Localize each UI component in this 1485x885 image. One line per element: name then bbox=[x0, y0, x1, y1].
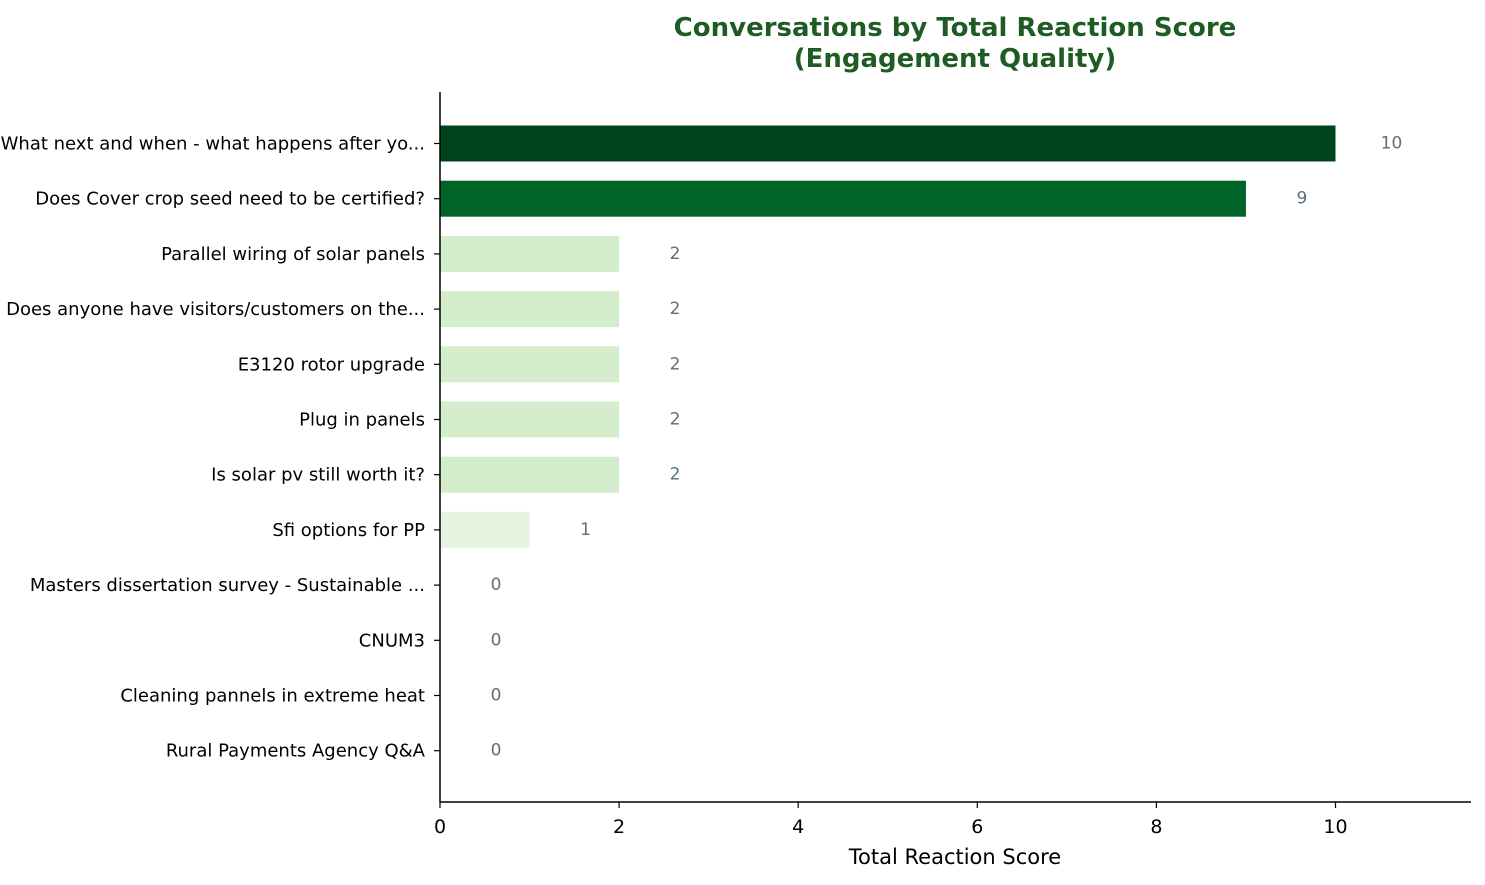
category-label: Parallel wiring of solar panels bbox=[161, 244, 425, 265]
x-ticks-group: 0 2 4 6 8 10 bbox=[434, 142, 1348, 838]
x-tick-label: 0 bbox=[434, 816, 446, 838]
x-axis-title: Total Reaction Score bbox=[848, 845, 1061, 869]
chart-title-line-2: (Engagement Quality) bbox=[794, 44, 1117, 74]
value-label: 0 bbox=[491, 686, 502, 706]
x-tick-label: 6 bbox=[971, 816, 983, 838]
bar bbox=[440, 291, 620, 328]
value-label: 2 bbox=[670, 244, 681, 264]
category-label: What next and when - what happens after … bbox=[1, 134, 425, 155]
value-label: 2 bbox=[670, 299, 681, 319]
bars-group bbox=[440, 125, 1336, 548]
x-tick-label: 8 bbox=[1150, 816, 1162, 838]
bar bbox=[440, 346, 620, 383]
value-label: 2 bbox=[670, 354, 681, 374]
category-label: CNUM3 bbox=[359, 630, 425, 651]
category-label: Does anyone have visitors/customers on t… bbox=[6, 299, 425, 320]
bar bbox=[440, 125, 1336, 162]
category-label: Masters dissertation survey - Sustainabl… bbox=[30, 575, 425, 596]
category-label: Rural Payments Agency Q&A bbox=[166, 741, 426, 762]
value-label: 0 bbox=[491, 575, 502, 595]
value-label: 10 bbox=[1381, 134, 1403, 154]
category-label: E3120 rotor upgrade bbox=[238, 354, 425, 375]
value-label: 1 bbox=[580, 520, 591, 540]
value-label: 2 bbox=[670, 410, 681, 430]
bar bbox=[440, 456, 620, 493]
x-tick-label: 2 bbox=[613, 816, 625, 838]
category-label: Plug in panels bbox=[299, 410, 425, 431]
bar bbox=[440, 235, 620, 272]
x-tick-label: 4 bbox=[792, 816, 804, 838]
chart-title-line-1: Conversations by Total Reaction Score bbox=[674, 13, 1237, 43]
category-label: Cleaning pannels in extreme heat bbox=[120, 686, 425, 707]
category-labels-group: What next and when - what happens after … bbox=[1, 134, 426, 762]
value-label: 0 bbox=[491, 741, 502, 761]
value-label: 2 bbox=[670, 465, 681, 485]
value-label: 9 bbox=[1297, 189, 1308, 209]
category-label: Is solar pv still worth it? bbox=[211, 465, 425, 486]
value-label: 0 bbox=[491, 630, 502, 650]
category-label: Does Cover crop seed need to be certifie… bbox=[35, 189, 425, 210]
category-label: Sfi options for PP bbox=[272, 520, 425, 541]
bar bbox=[440, 401, 620, 438]
x-tick-label: 10 bbox=[1323, 816, 1347, 838]
bar bbox=[440, 511, 530, 548]
bar bbox=[440, 180, 1246, 217]
